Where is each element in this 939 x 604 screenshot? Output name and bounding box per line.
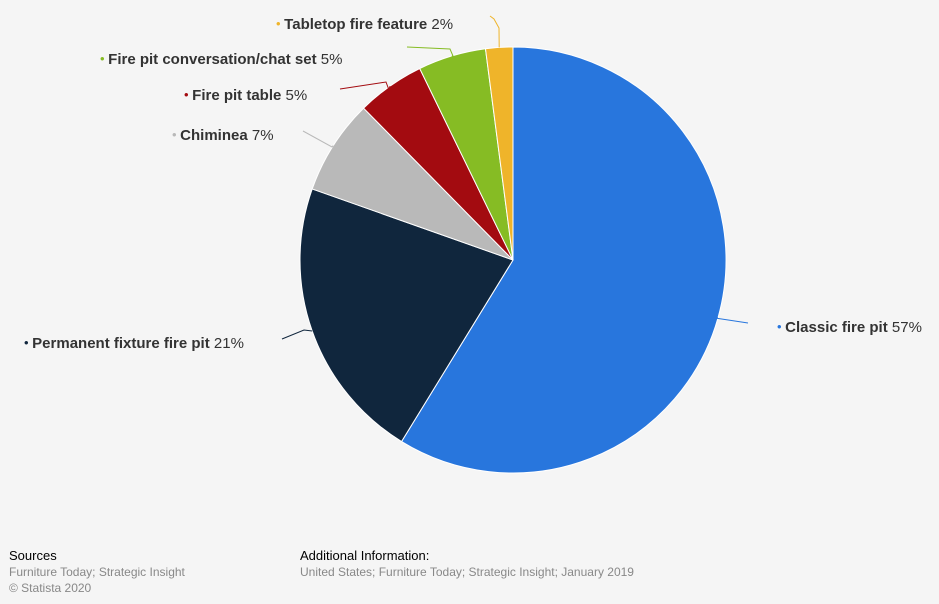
connector-tabletop-fire-feature — [489, 15, 500, 48]
connector-permanent-fixture-fire-pit — [281, 329, 313, 340]
label-bullet: • — [24, 335, 32, 350]
sources-heading: Sources — [9, 548, 57, 563]
label-value: 5% — [286, 87, 308, 104]
label-name: Chiminea — [180, 127, 252, 144]
label-value: 21% — [214, 335, 244, 352]
label-bullet: • — [777, 319, 785, 334]
sources-text: Furniture Today; Strategic Insight — [9, 565, 185, 579]
label-value: 2% — [431, 16, 453, 33]
additional-info-text: United States; Furniture Today; Strategi… — [300, 565, 634, 579]
label-bullet: • — [184, 87, 192, 102]
slice-labels: • Classic fire pit 57%• Permanent fixtur… — [24, 16, 922, 352]
label-name: Fire pit table — [192, 87, 285, 104]
sources-block: Sources Furniture Today; Strategic Insig… — [9, 548, 185, 596]
slice-label-fire-pit-conversation-chat-set: • Fire pit conversation/chat set 5% — [100, 51, 342, 68]
label-connectors — [281, 15, 749, 340]
additional-info-heading: Additional Information: — [300, 548, 430, 563]
label-bullet: • — [100, 51, 108, 66]
label-name: Fire pit conversation/chat set — [108, 51, 321, 68]
connector-fire-pit-table — [339, 81, 391, 92]
slice-label-permanent-fixture-fire-pit: • Permanent fixture fire pit 21% — [24, 335, 244, 352]
slice-label-tabletop-fire-feature: • Tabletop fire feature 2% — [276, 16, 453, 33]
pie-chart: • Classic fire pit 57%• Permanent fixtur… — [24, 15, 922, 474]
copyright-text: © Statista 2020 — [9, 581, 92, 595]
label-name: Permanent fixture fire pit — [32, 335, 214, 352]
pie-slices — [299, 46, 727, 474]
slice-label-classic-fire-pit: • Classic fire pit 57% — [777, 319, 922, 336]
label-value: 5% — [321, 51, 343, 68]
pie-slice-permanent-fixture-fire-pit[interactable] — [299, 188, 514, 443]
slice-label-chiminea: • Chiminea 7% — [172, 127, 274, 144]
label-bullet: • — [172, 127, 180, 142]
pie-slice-tabletop-fire-feature[interactable] — [484, 46, 514, 261]
slice-label-fire-pit-table: • Fire pit table 5% — [184, 87, 307, 104]
additional-info-block: Additional Information: United States; F… — [300, 548, 634, 580]
connector-classic-fire-pit — [714, 317, 749, 324]
label-name: Classic fire pit — [785, 319, 892, 336]
label-name: Tabletop fire feature — [284, 16, 431, 33]
label-value: 57% — [892, 319, 922, 336]
connector-fire-pit-conversation-chat-set — [406, 46, 454, 57]
connector-chiminea — [302, 130, 334, 148]
label-value: 7% — [252, 127, 274, 144]
label-bullet: • — [276, 16, 284, 31]
